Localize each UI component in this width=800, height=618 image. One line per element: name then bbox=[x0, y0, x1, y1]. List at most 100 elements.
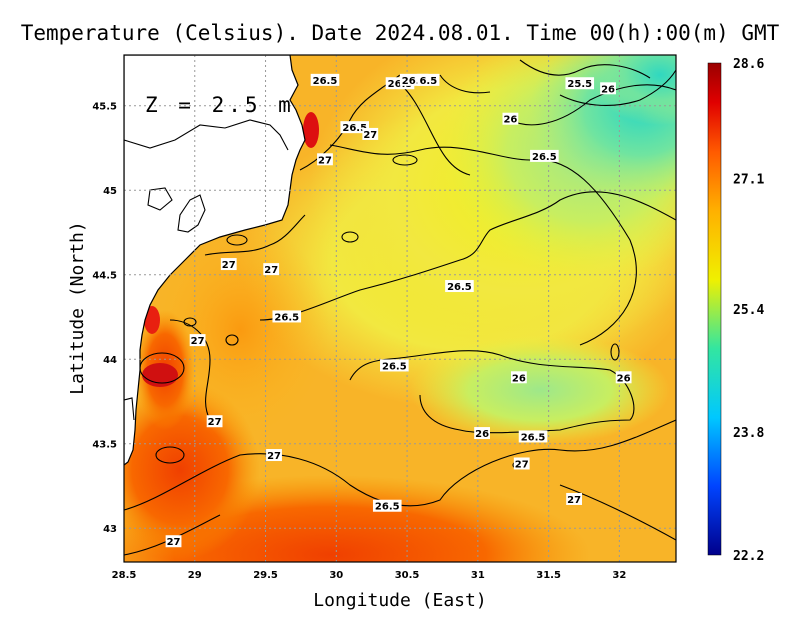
contour-label: 27 bbox=[206, 415, 223, 428]
contour-label: 26.5 bbox=[372, 499, 402, 513]
x-axis-ticks: 28.5 29 29.5 30 30.5 31 31.5 32 bbox=[112, 570, 627, 581]
colorbar-tick-label: 22.2 bbox=[733, 549, 764, 564]
contour-label: 6.5 bbox=[417, 73, 440, 87]
contour-label-text: 26.5 bbox=[375, 502, 400, 513]
contour-label-bg bbox=[510, 371, 527, 384]
contour-label-text: 26.5 bbox=[313, 76, 338, 87]
contour-label-bg bbox=[189, 334, 206, 347]
grid-lines bbox=[124, 55, 676, 562]
contour-label: 25.5 bbox=[565, 77, 595, 90]
contour-label-bg bbox=[272, 310, 302, 323]
contour-label: 26 bbox=[615, 371, 632, 384]
contour-label-bg bbox=[310, 73, 340, 86]
plot-frame bbox=[123, 54, 677, 563]
contour-label-text: 6.5 bbox=[419, 76, 437, 87]
contour-label: 26.5 bbox=[530, 149, 559, 163]
y-axis-label: Latitude (North) bbox=[67, 221, 88, 394]
contour-label-text: 27 bbox=[208, 417, 222, 428]
contour-label-bg bbox=[372, 499, 402, 512]
x-tick-label: 29.5 bbox=[253, 570, 278, 581]
contour-label-text: 26.5 bbox=[382, 361, 407, 372]
x-tick-label: 32 bbox=[612, 570, 626, 581]
contour-label-text: 27 bbox=[267, 451, 281, 462]
x-tick-label: 30 bbox=[329, 570, 343, 581]
contour-label-text: 27 bbox=[515, 459, 529, 470]
y-tick-label: 45.5 bbox=[92, 102, 117, 113]
contour-label: 26.5 bbox=[518, 430, 548, 443]
contour-label: 27 bbox=[266, 449, 282, 462]
y-tick-label: 44 bbox=[103, 355, 117, 366]
contour-label-bg bbox=[206, 415, 223, 428]
contour-label: 27 bbox=[513, 457, 530, 470]
contour-label-bg bbox=[417, 73, 440, 86]
land-mass bbox=[124, 55, 306, 466]
contour-label-bg bbox=[600, 82, 616, 95]
chart-title: Temperature (Celsius). Date 2024.08.01. … bbox=[21, 21, 780, 45]
contour-label-text: 27 bbox=[222, 260, 236, 271]
contour-label-bg bbox=[474, 427, 490, 440]
contour-label-bg bbox=[362, 127, 379, 140]
contour-label-bg bbox=[317, 153, 333, 166]
contour-label-text: 26 bbox=[503, 115, 517, 126]
contour-label-text: 27 bbox=[191, 336, 205, 347]
contour-label-text: 26 bbox=[512, 373, 526, 384]
contour-label-bg bbox=[263, 263, 280, 276]
x-axis-label: Longitude (East) bbox=[313, 590, 486, 611]
y-tick-label: 43 bbox=[103, 524, 117, 535]
contour-label-text: 26 bbox=[601, 84, 615, 95]
contour-label: 26 bbox=[474, 427, 490, 440]
x-tick-label: 31 bbox=[471, 570, 485, 581]
contour-label-text: 27 bbox=[363, 130, 377, 141]
contour-label-bg bbox=[165, 535, 182, 548]
contour-label-bg bbox=[530, 149, 559, 162]
contour-label-text: 26.5 bbox=[274, 312, 299, 323]
contour-label-bg bbox=[340, 121, 370, 134]
contour-label-text: 27 bbox=[318, 155, 332, 166]
contour-label-text: 26 bbox=[475, 429, 489, 440]
contour-label-bg bbox=[220, 258, 237, 271]
contour-label-bg bbox=[266, 449, 282, 462]
contour-label-bg bbox=[615, 371, 632, 384]
contour-labels: 26.526.526.56.525.52626.527272626.527272… bbox=[165, 73, 632, 548]
contour-label-bg bbox=[566, 492, 582, 505]
contour-label: 27 bbox=[317, 153, 333, 166]
contour-label: 27 bbox=[263, 263, 280, 276]
colorbar-tick-label: 27.1 bbox=[733, 172, 764, 187]
contour-label-text: 26.5 bbox=[447, 282, 472, 293]
y-tick-label: 45 bbox=[103, 186, 117, 197]
contour-label-bg bbox=[513, 457, 530, 470]
colorbar-tick-label: 23.8 bbox=[733, 426, 764, 441]
colorbar-tick-label: 28.6 bbox=[733, 57, 764, 72]
contour-label: 27 bbox=[362, 127, 379, 141]
y-tick-label: 44.5 bbox=[92, 271, 117, 282]
contour-label: 26.5 bbox=[380, 359, 409, 372]
x-tick-label: 29 bbox=[188, 570, 202, 581]
contour-label: 27 bbox=[165, 535, 182, 548]
contour-label-text: 26 bbox=[617, 373, 631, 384]
colorbar-scale bbox=[707, 62, 722, 556]
contour-label-bg bbox=[502, 112, 519, 125]
contour-label-text: 27 bbox=[567, 495, 581, 506]
y-tick-label: 43.5 bbox=[92, 440, 117, 451]
contour-label-text: 27 bbox=[167, 537, 181, 548]
contour-label-text: 26.5 bbox=[521, 432, 546, 443]
colorbar-tick-label: 25.4 bbox=[733, 303, 764, 318]
contour-label-bg bbox=[445, 280, 474, 293]
contour-label: 26.5 bbox=[340, 121, 370, 134]
contour-label: 26.5 bbox=[310, 73, 340, 87]
contour-label: 26 bbox=[600, 82, 616, 95]
x-tick-label: 28.5 bbox=[112, 570, 137, 581]
contour-label-text: 25.5 bbox=[567, 79, 592, 90]
x-tick-label: 30.5 bbox=[395, 570, 420, 581]
contour-label-text: 26.5 bbox=[402, 76, 427, 87]
contour-label: 26 bbox=[510, 371, 527, 384]
contour-label-bg bbox=[380, 359, 409, 372]
contour-label-bg bbox=[518, 430, 548, 443]
contour-label: 26 bbox=[502, 112, 519, 126]
contour-label: 26.5 bbox=[272, 310, 302, 323]
contour-label-bg bbox=[565, 77, 595, 90]
contour-label: 27 bbox=[189, 334, 206, 347]
contour-label-text: 26.5 bbox=[342, 123, 367, 134]
x-tick-label: 31.5 bbox=[536, 570, 561, 581]
